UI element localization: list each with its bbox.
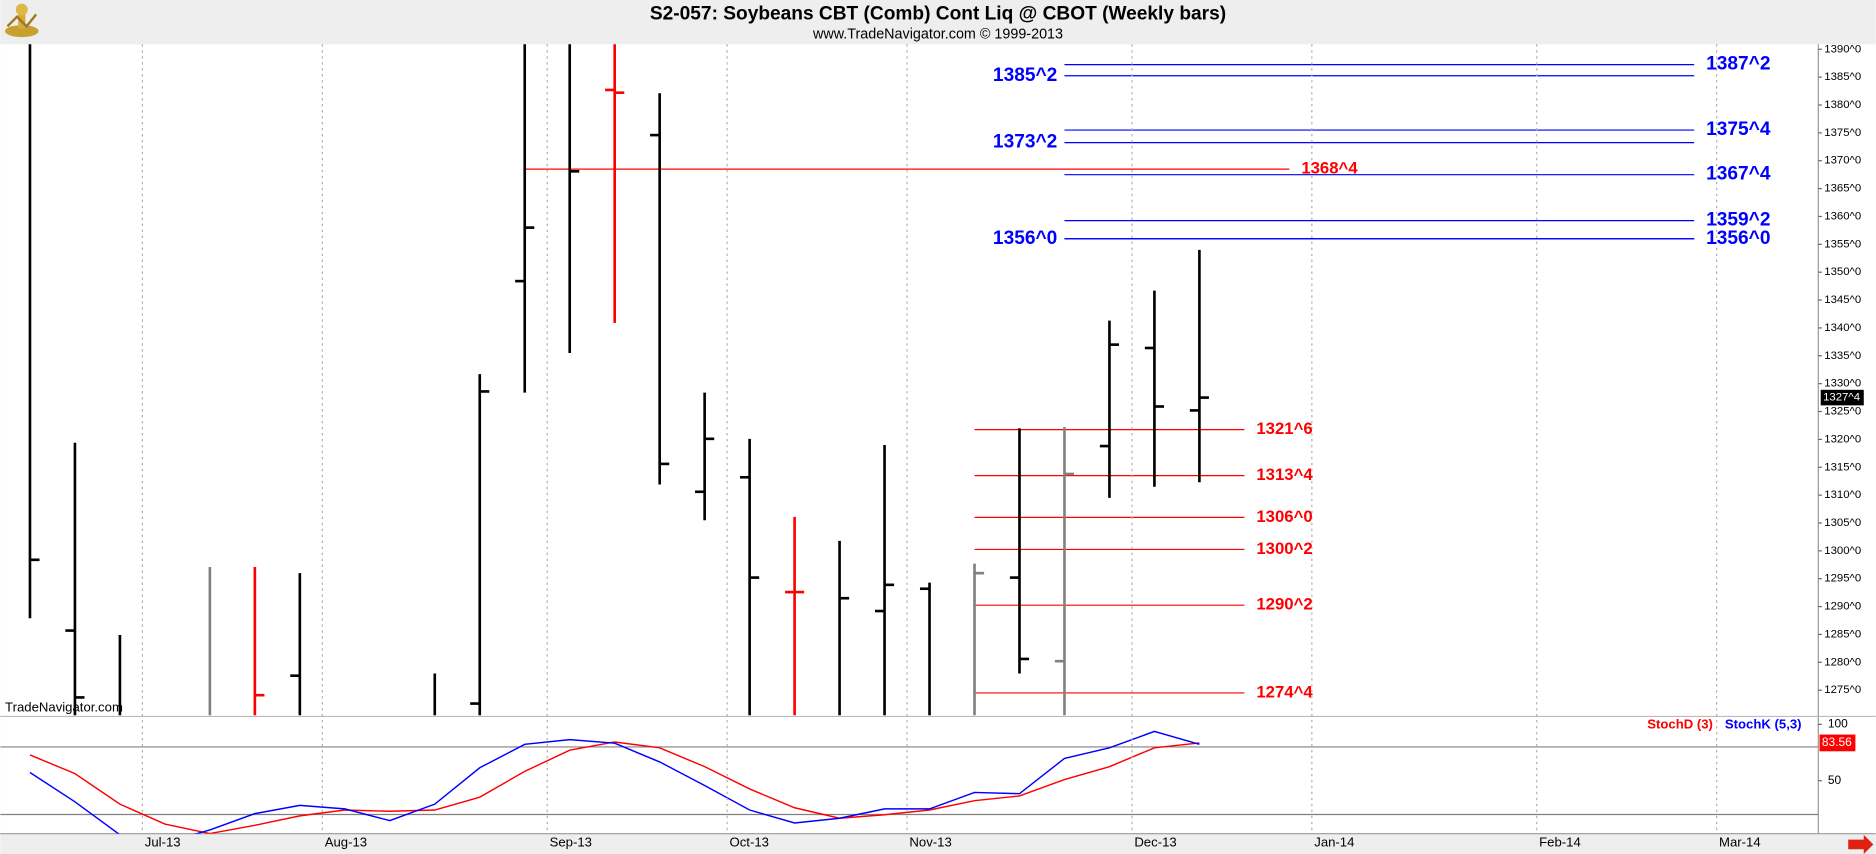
level-label: 1387^2 bbox=[1706, 54, 1770, 75]
x-tick-label: Mar-14 bbox=[1719, 835, 1761, 850]
y-tick-label: 1385^0 bbox=[1824, 71, 1861, 83]
level-label: 1367^4 bbox=[1706, 164, 1771, 185]
plot-background bbox=[0, 44, 1876, 834]
annotations: Jul-13 Aug-13 Sep-13 Oct-13 Nov-13 Dec-13 Jan-… bbox=[141, 43, 1864, 850]
level-label: 1385^2 bbox=[993, 65, 1057, 86]
y-tick-label: 1285^0 bbox=[1824, 628, 1861, 640]
y-tick-label: 1290^0 bbox=[1824, 601, 1861, 613]
level-label: 1290^2 bbox=[1256, 595, 1312, 614]
y-tick-label: 1380^0 bbox=[1824, 99, 1861, 111]
y-tick-label: 1345^0 bbox=[1824, 294, 1861, 306]
level-label: 1375^4 bbox=[1706, 119, 1771, 140]
legend-entry: StochD (3) bbox=[1647, 716, 1713, 731]
level-label: 1306^0 bbox=[1256, 507, 1312, 526]
y-tick-label: 100 bbox=[1828, 717, 1848, 731]
y-tick-label: 1320^0 bbox=[1824, 433, 1861, 445]
y-tick-label: 1310^0 bbox=[1824, 489, 1861, 501]
legend-entry: StochK (5,3) bbox=[1725, 716, 1802, 731]
chart-title: S2-057: Soybeans CBT (Comb) Cont Liq @ C… bbox=[650, 3, 1226, 24]
level-label: 1274^4 bbox=[1256, 682, 1313, 701]
level-label: 1359^2 bbox=[1706, 210, 1770, 231]
logo bbox=[5, 3, 39, 38]
y-tick-label: 1340^0 bbox=[1824, 322, 1861, 334]
x-tick-label: Feb-14 bbox=[1539, 835, 1581, 850]
y-tick-label: 1335^0 bbox=[1824, 350, 1861, 362]
level-label: 1300^2 bbox=[1256, 539, 1312, 558]
stoch-line bbox=[29, 730, 1200, 834]
y-tick-label: 1360^0 bbox=[1824, 210, 1861, 222]
y-tick-label: 1300^0 bbox=[1824, 545, 1861, 557]
scroll-arrow[interactable] bbox=[1848, 834, 1874, 854]
stoch-plot bbox=[0, 730, 1819, 834]
stoch-line bbox=[29, 741, 1200, 834]
y-tick-label: 1315^0 bbox=[1824, 461, 1861, 473]
last-price-label: 1327^4 bbox=[1823, 392, 1860, 404]
y-tick-label: 1325^0 bbox=[1824, 406, 1861, 418]
chart-subtitle: www.TradeNavigator.com © 1999-2013 bbox=[812, 26, 1063, 42]
y-tick-label: 1280^0 bbox=[1824, 656, 1861, 668]
y-tick-label: 1305^0 bbox=[1824, 517, 1861, 529]
y-tick-label: 1375^0 bbox=[1824, 127, 1861, 139]
level-label: 1313^4 bbox=[1256, 465, 1313, 484]
x-tick-label: Jan-14 bbox=[1314, 835, 1354, 850]
y-tick-label: 50 bbox=[1828, 773, 1842, 787]
last-value-box bbox=[1819, 734, 1856, 752]
y-tick-label: 1275^0 bbox=[1824, 684, 1861, 696]
last-value-label: 83.56 bbox=[1822, 735, 1852, 749]
last-price-box bbox=[1820, 389, 1864, 406]
y-tick-label: 1355^0 bbox=[1824, 238, 1861, 250]
level-label: 1356^0 bbox=[1706, 228, 1770, 249]
watermark: TradeNavigator.com bbox=[5, 700, 123, 715]
x-tick-label: Aug-13 bbox=[325, 835, 367, 850]
y-tick-label: 1365^0 bbox=[1824, 183, 1861, 195]
y-tick-label: 1370^0 bbox=[1824, 155, 1861, 167]
y-tick-label: 1390^0 bbox=[1824, 43, 1861, 55]
price-plot bbox=[28, 44, 1695, 716]
x-tick-label: Sep-13 bbox=[550, 835, 592, 850]
x-tick-label: Jul-13 bbox=[145, 835, 181, 850]
y-tick-label: 1330^0 bbox=[1824, 378, 1861, 390]
y-tick-label: 1295^0 bbox=[1824, 573, 1861, 585]
level-label: 1373^2 bbox=[993, 132, 1057, 153]
level-label: 1368^4 bbox=[1301, 159, 1358, 178]
x-tick-label: Nov-13 bbox=[909, 835, 951, 850]
x-tick-label: Dec-13 bbox=[1134, 835, 1176, 850]
level-label: 1321^6 bbox=[1256, 419, 1312, 438]
x-tick-label: Oct-13 bbox=[730, 835, 769, 850]
level-label: 1356^0 bbox=[993, 228, 1057, 249]
y-tick-label: 1350^0 bbox=[1824, 266, 1861, 278]
